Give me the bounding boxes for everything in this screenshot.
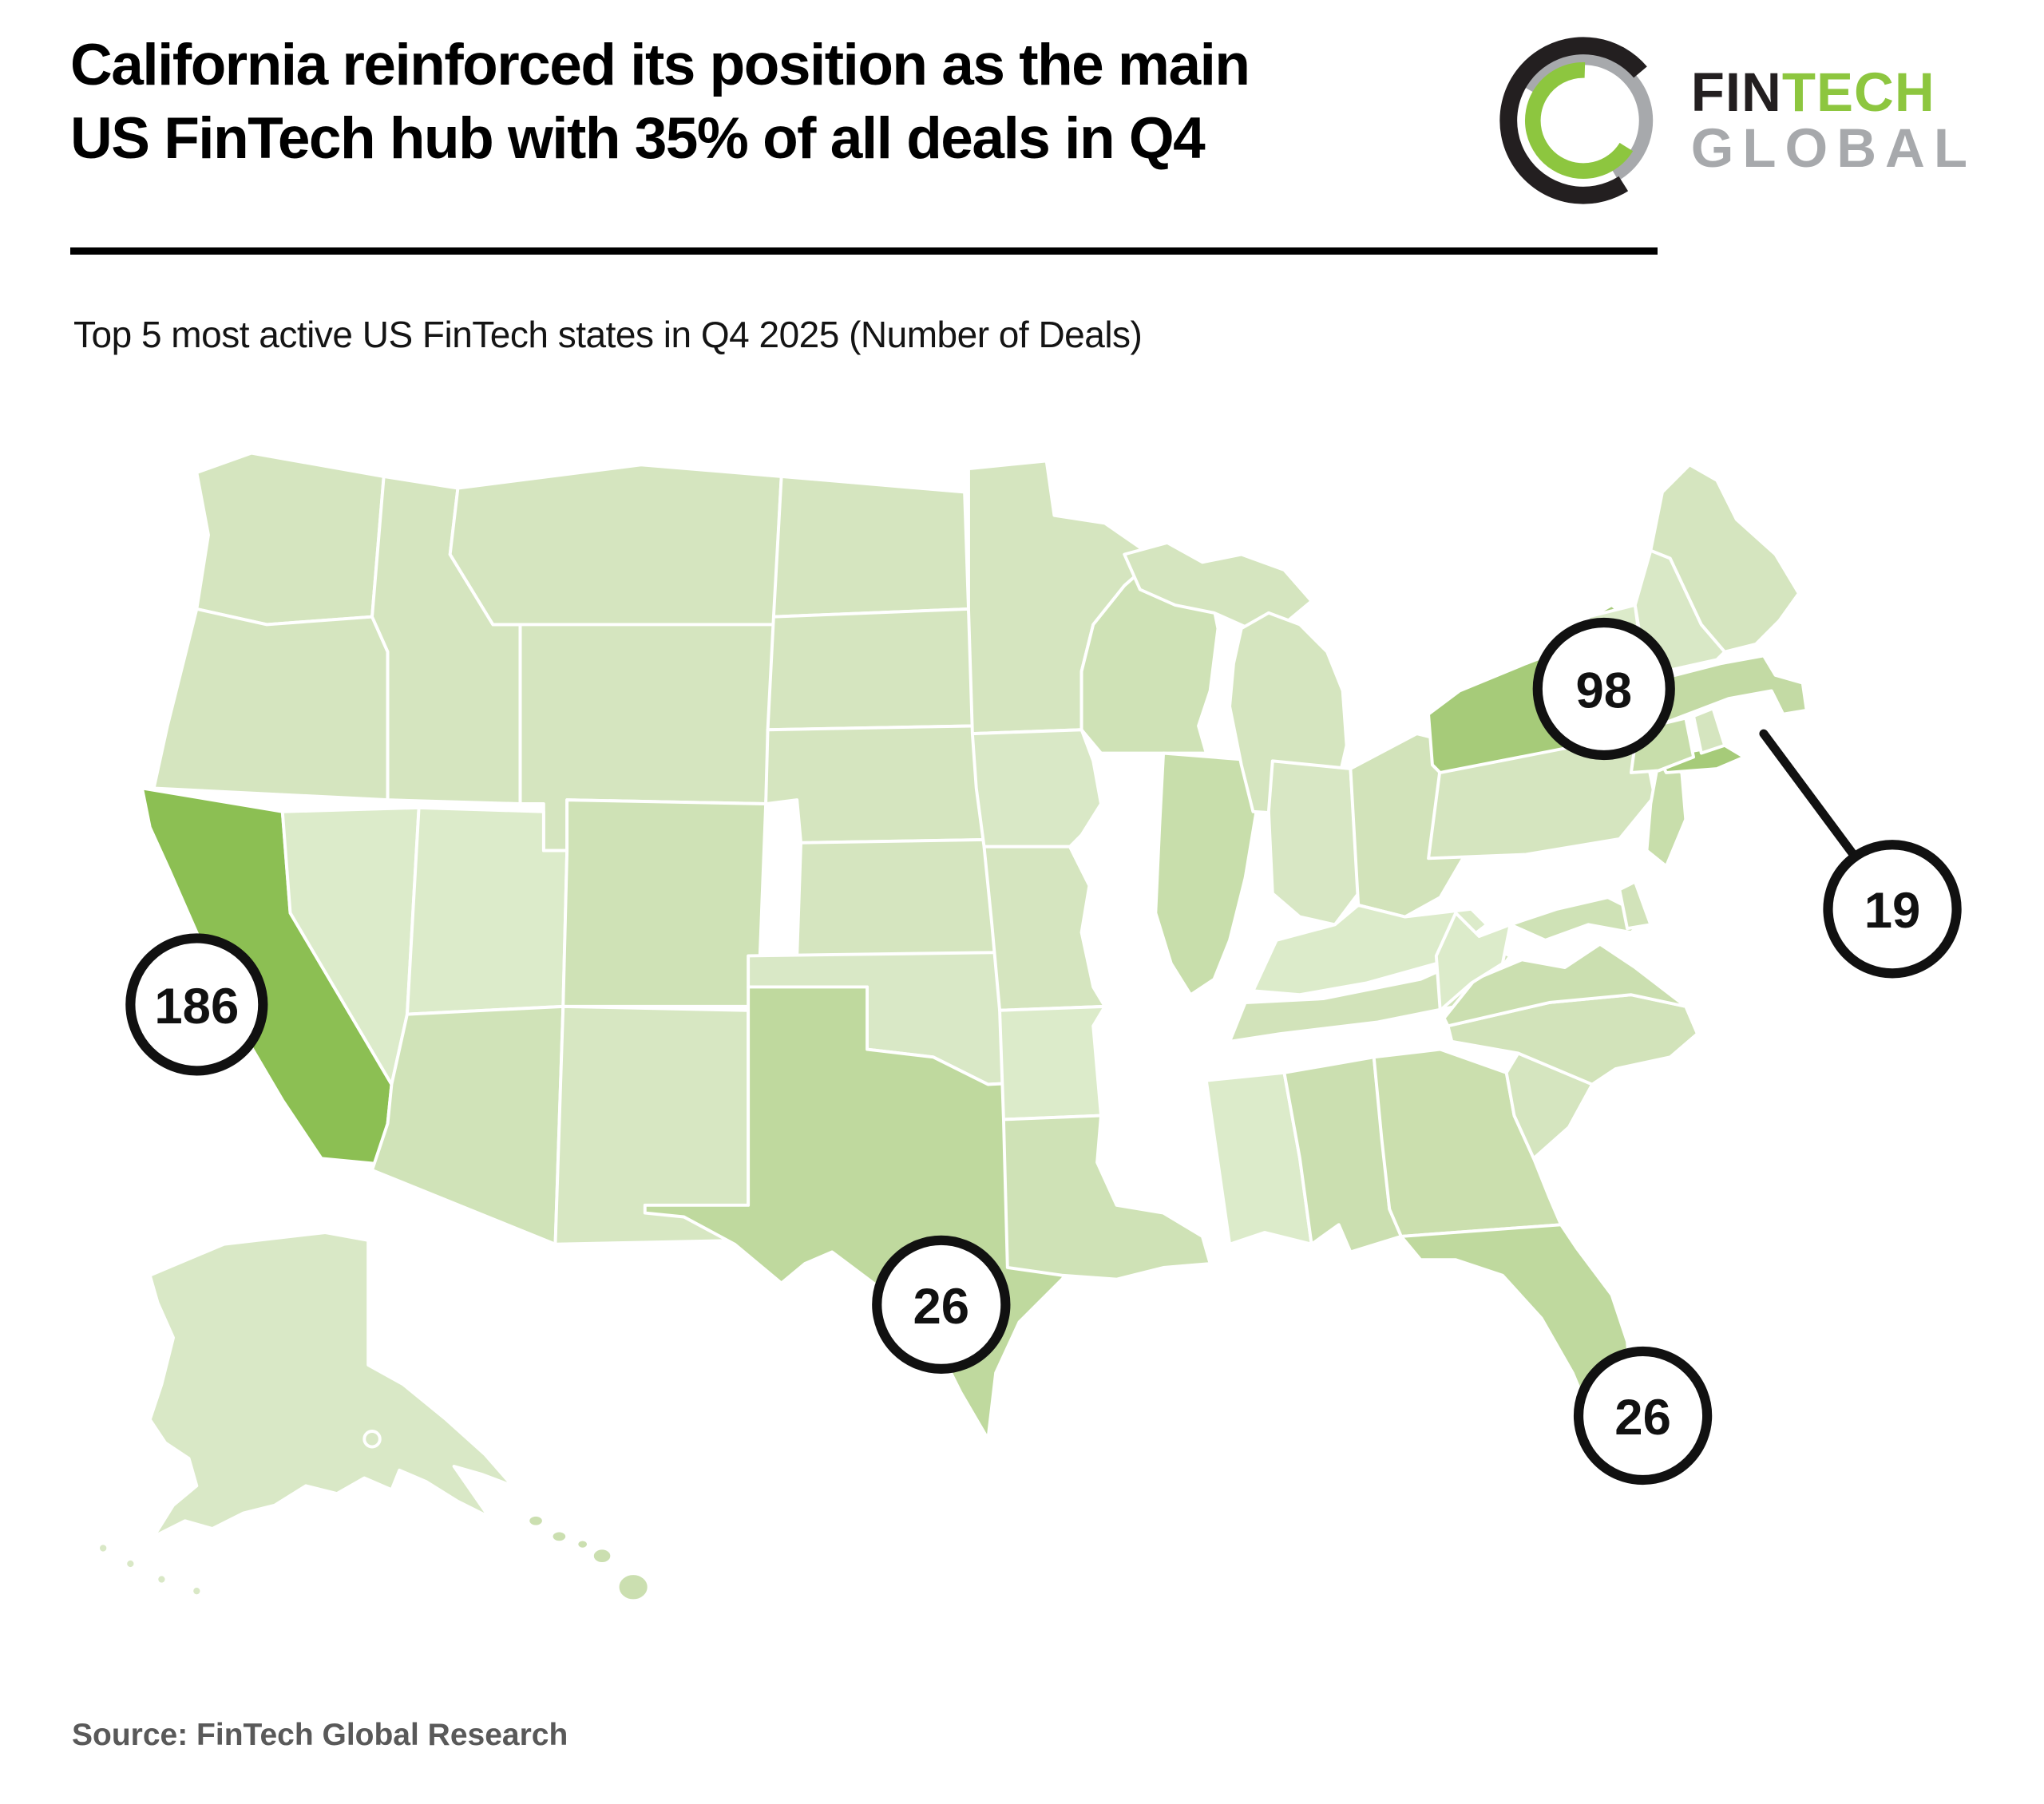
bubble-california-circle [125,933,268,1076]
massachusetts-leader-line [1759,729,1858,859]
state-ak [148,1231,514,1538]
state-me [1649,463,1800,654]
bubble-massachusetts-value: 19 [1864,883,1921,939]
bubble-texas-value: 26 [913,1279,970,1335]
state-ut [406,805,569,1016]
logo-fin: FIN [1690,61,1782,123]
bubble-florida-circle [1573,1346,1713,1486]
logo-word-global: GLOBAL [1690,117,1976,179]
title-line-1: California reinforced its position as th… [70,33,1250,97]
logo-word-fintech: FINTECH [1691,64,1976,121]
state-hi-big-island [616,1572,651,1603]
state-nj [1645,759,1688,868]
bubble-california-value: 186 [154,979,239,1035]
bubble-new-york-value: 98 [1575,663,1632,718]
state-il [1154,751,1263,997]
state-hi-molokai [575,1537,590,1551]
state-ky [1251,903,1489,997]
state-la [1001,1114,1212,1281]
state-wv [1434,911,1512,1012]
states-layer [97,451,1808,1603]
chart-subtitle: Top 5 most active US FinTech states in Q… [73,314,1143,355]
state-de [1618,880,1653,931]
bubble-massachusetts: 19 [1823,840,1962,979]
state-ga [1372,1047,1563,1238]
state-in [1266,759,1361,927]
bubble-new-york: 98 [1532,617,1675,761]
us-map-svg: 186 98 19 26 26 [97,451,1962,1603]
state-hi-kauai [526,1513,545,1529]
state-va [1442,942,1688,1028]
state-sd [766,607,978,732]
state-mo [982,845,1107,1012]
state-mt [448,463,783,627]
bubble-new-york-circle [1532,617,1675,761]
title-divider-rule [70,247,1658,255]
page-title: California reinforced its position as th… [70,29,1316,176]
us-choropleth-map: 186 98 19 26 26 [76,437,1976,1616]
bubble-california: 186 [125,933,268,1076]
source-credit: Source: FinTech Global Research [72,1718,568,1752]
state-ak-kodiak-island [362,1430,382,1449]
state-hi-oahu [549,1529,569,1545]
state-mi-upper [1123,540,1313,631]
state-ak-aleutian-island [155,1573,168,1586]
bubble-texas-circle [872,1235,1011,1375]
state-hi-maui [590,1546,614,1565]
state-ri [1692,706,1727,755]
state-ak-aleutian-island [124,1557,137,1571]
bubble-texas: 26 [872,1235,1011,1375]
state-az [370,1004,565,1246]
bubble-florida-value: 26 [1614,1390,1671,1446]
logo-rings-icon [1499,37,1667,204]
state-ma [1633,654,1808,732]
logo-wordmark: FINTECH GLOBAL [1690,64,1976,179]
state-wa [195,451,386,627]
state-ar [998,1004,1107,1122]
state-or [152,607,390,802]
title-line-2: US FinTech hub with 35% of all deals in … [70,105,1206,171]
state-ia [970,728,1103,849]
fintech-global-logo: FINTECH GLOBAL [1496,34,1976,208]
state-ak-aleutian-island [190,1584,204,1598]
logo-tech: TECH [1781,61,1935,123]
bubble-florida: 26 [1573,1346,1713,1486]
bubble-massachusetts-circle [1823,840,1962,979]
state-nd [771,474,970,619]
state-co [561,798,768,1008]
state-ak-aleutian-island [97,1541,110,1555]
